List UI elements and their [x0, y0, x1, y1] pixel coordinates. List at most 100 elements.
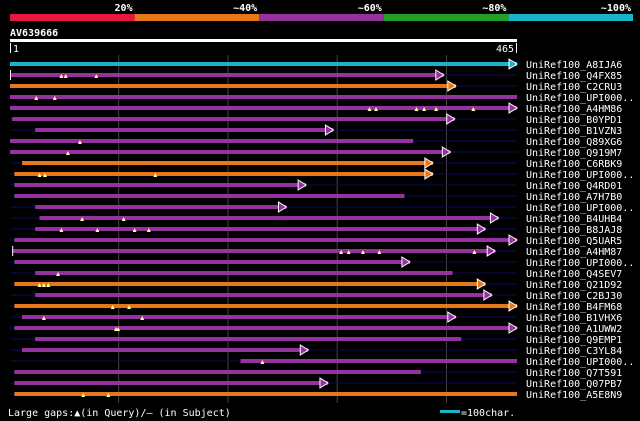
hit-bar[interactable] — [35, 205, 287, 209]
hit-bar[interactable] — [14, 260, 410, 264]
hit-bar[interactable] — [14, 370, 421, 374]
hit-row[interactable]: UniRef100_Q5UAR5 — [10, 234, 622, 247]
hit-label[interactable]: UniRef100_UPI000.. — [526, 170, 634, 181]
hit-bar[interactable] — [14, 238, 517, 242]
hit-bar[interactable] — [10, 84, 456, 88]
hit-label[interactable]: UniRef100_A4HM86 — [526, 104, 622, 115]
hit-row[interactable]: UniRef100_Q7T591 — [10, 368, 622, 379]
hit-bar[interactable] — [35, 128, 334, 132]
hit-label[interactable]: UniRef100_Q4FX85 — [526, 71, 622, 82]
hit-label[interactable]: UniRef100_B8JAJ8 — [526, 225, 622, 236]
hit-bar[interactable] — [14, 326, 517, 330]
hit-label[interactable]: UniRef100_B1VZN3 — [526, 126, 622, 137]
hit-row[interactable]: UniRef100_A5E8N9 — [10, 390, 622, 401]
hit-bar[interactable] — [39, 216, 499, 220]
hit-label[interactable]: UniRef100_B0YPD1 — [526, 115, 622, 126]
hit-label[interactable]: UniRef100_C3YL84 — [526, 346, 622, 357]
hit-label[interactable]: UniRef100_B4UHB4 — [526, 214, 622, 225]
hit-bar[interactable] — [12, 117, 455, 121]
hit-label[interactable]: UniRef100_Q4SEV7 — [526, 269, 622, 280]
hit-label[interactable]: UniRef100_UPI000.. — [526, 357, 634, 368]
hit-row[interactable]: UniRef100_B0YPD1 — [10, 113, 622, 126]
hit-row[interactable]: UniRef100_Q4SEV7 — [10, 269, 622, 280]
query-gap-marker — [52, 96, 57, 100]
hit-label[interactable]: UniRef100_UPI000.. — [526, 203, 634, 214]
hit-bar[interactable] — [14, 172, 433, 176]
hit-label[interactable]: UniRef100_C2CRU3 — [526, 82, 622, 93]
gap-legend-text: Large gaps:▲(in Query)/– (in Subject) — [8, 408, 231, 419]
hit-bar[interactable] — [35, 227, 486, 231]
hit-bar[interactable] — [12, 249, 496, 253]
hit-row[interactable]: UniRef100_A4HM86 — [10, 102, 622, 115]
hit-label[interactable]: UniRef100_A4HM87 — [526, 247, 622, 258]
hit-row[interactable]: UniRef100_B4UHB4 — [10, 212, 622, 225]
hit-label[interactable]: UniRef100_Q07PB7 — [526, 379, 622, 390]
hit-row[interactable]: UniRef100_Q07PB7 — [10, 377, 622, 390]
hit-row[interactable]: UniRef100_UPI000.. — [10, 201, 634, 214]
hit-arrow — [483, 289, 493, 301]
hit-row[interactable]: UniRef100_UPI000.. — [10, 256, 634, 269]
hit-row[interactable]: UniRef100_A1UWW2 — [10, 322, 622, 335]
hit-bar[interactable] — [22, 315, 456, 319]
hit-label[interactable]: UniRef100_Q7T591 — [526, 368, 622, 379]
hit-bar[interactable] — [14, 282, 486, 286]
hit-row[interactable]: UniRef100_UPI000.. — [10, 168, 634, 181]
hit-label[interactable]: UniRef100_UPI000.. — [526, 258, 634, 269]
hit-bar[interactable] — [10, 73, 444, 77]
hit-bar[interactable] — [14, 304, 517, 308]
hit-bar[interactable] — [35, 337, 462, 341]
query-gap-marker — [63, 74, 68, 78]
hit-row[interactable]: UniRef100_Q4RD01 — [10, 179, 622, 192]
hit-row[interactable]: UniRef100_Q4FX85 — [10, 69, 622, 82]
hit-row[interactable]: UniRef100_A4HM87 — [10, 245, 622, 258]
hit-label[interactable]: UniRef100_A5E8N9 — [526, 390, 622, 401]
hit-label[interactable]: UniRef100_UPI000.. — [526, 93, 634, 104]
hit-row[interactable]: UniRef100_B8JAJ8 — [10, 223, 622, 236]
hit-bar[interactable] — [10, 139, 414, 143]
hit-label[interactable]: UniRef100_Q89XG6 — [526, 137, 622, 148]
hit-label[interactable]: UniRef100_Q21D92 — [526, 280, 622, 291]
hit-bar[interactable] — [22, 348, 309, 352]
hit-row[interactable]: UniRef100_UPI000.. — [10, 93, 634, 104]
hit-label[interactable]: UniRef100_A7H7B0 — [526, 192, 622, 203]
hit-bar[interactable] — [10, 150, 451, 154]
hit-bar[interactable] — [35, 271, 453, 275]
hit-row[interactable]: UniRef100_B1VHX6 — [10, 311, 622, 324]
hit-bar[interactable] — [10, 106, 517, 110]
hit-label[interactable]: UniRef100_C2BJ30 — [526, 291, 622, 302]
hit-row[interactable]: UniRef100_Q89XG6 — [10, 137, 622, 148]
hit-row[interactable]: UniRef100_B1VZN3 — [10, 124, 622, 137]
hit-row[interactable]: UniRef100_A7H7B0 — [10, 192, 622, 203]
hit-bar[interactable] — [22, 161, 433, 165]
hit-row[interactable]: UniRef100_UPI000.. — [10, 357, 634, 368]
hit-bar[interactable] — [240, 359, 517, 363]
hit-row[interactable]: UniRef100_C6RBK9 — [10, 157, 622, 170]
hit-label[interactable]: UniRef100_C6RBK9 — [526, 159, 622, 170]
legend-swatch — [508, 14, 633, 21]
hit-bar[interactable] — [10, 62, 517, 66]
hit-bar[interactable] — [14, 194, 405, 198]
hit-row[interactable]: UniRef100_B4FM68 — [10, 300, 622, 313]
hit-row[interactable]: UniRef100_Q919M7 — [10, 146, 622, 159]
hit-row[interactable]: UniRef100_A8IJA6 — [10, 58, 622, 71]
hit-bar[interactable] — [14, 183, 307, 187]
hit-bar[interactable] — [35, 293, 492, 297]
hit-bar[interactable] — [10, 95, 517, 99]
hit-label[interactable]: UniRef100_Q5UAR5 — [526, 236, 622, 247]
hit-arrow — [424, 157, 434, 169]
hit-label[interactable]: UniRef100_B4FM68 — [526, 302, 622, 313]
hit-row[interactable]: UniRef100_C2CRU3 — [10, 80, 622, 93]
hit-bar[interactable] — [14, 381, 328, 385]
hit-row[interactable]: UniRef100_C3YL84 — [10, 344, 622, 357]
hit-row[interactable]: UniRef100_Q21D92 — [10, 278, 622, 291]
legend-swatch — [259, 14, 384, 21]
hit-bar[interactable] — [14, 392, 517, 396]
hit-label[interactable]: UniRef100_A1UWW2 — [526, 324, 622, 335]
hit-label[interactable]: UniRef100_Q9EMP1 — [526, 335, 622, 346]
hit-label[interactable]: UniRef100_B1VHX6 — [526, 313, 622, 324]
hit-label[interactable]: UniRef100_Q919M7 — [526, 148, 622, 159]
hit-row[interactable]: UniRef100_Q9EMP1 — [10, 335, 622, 346]
hit-label[interactable]: UniRef100_Q4RD01 — [526, 181, 622, 192]
hit-row[interactable]: UniRef100_C2BJ30 — [10, 289, 622, 302]
hit-label[interactable]: UniRef100_A8IJA6 — [526, 60, 622, 71]
